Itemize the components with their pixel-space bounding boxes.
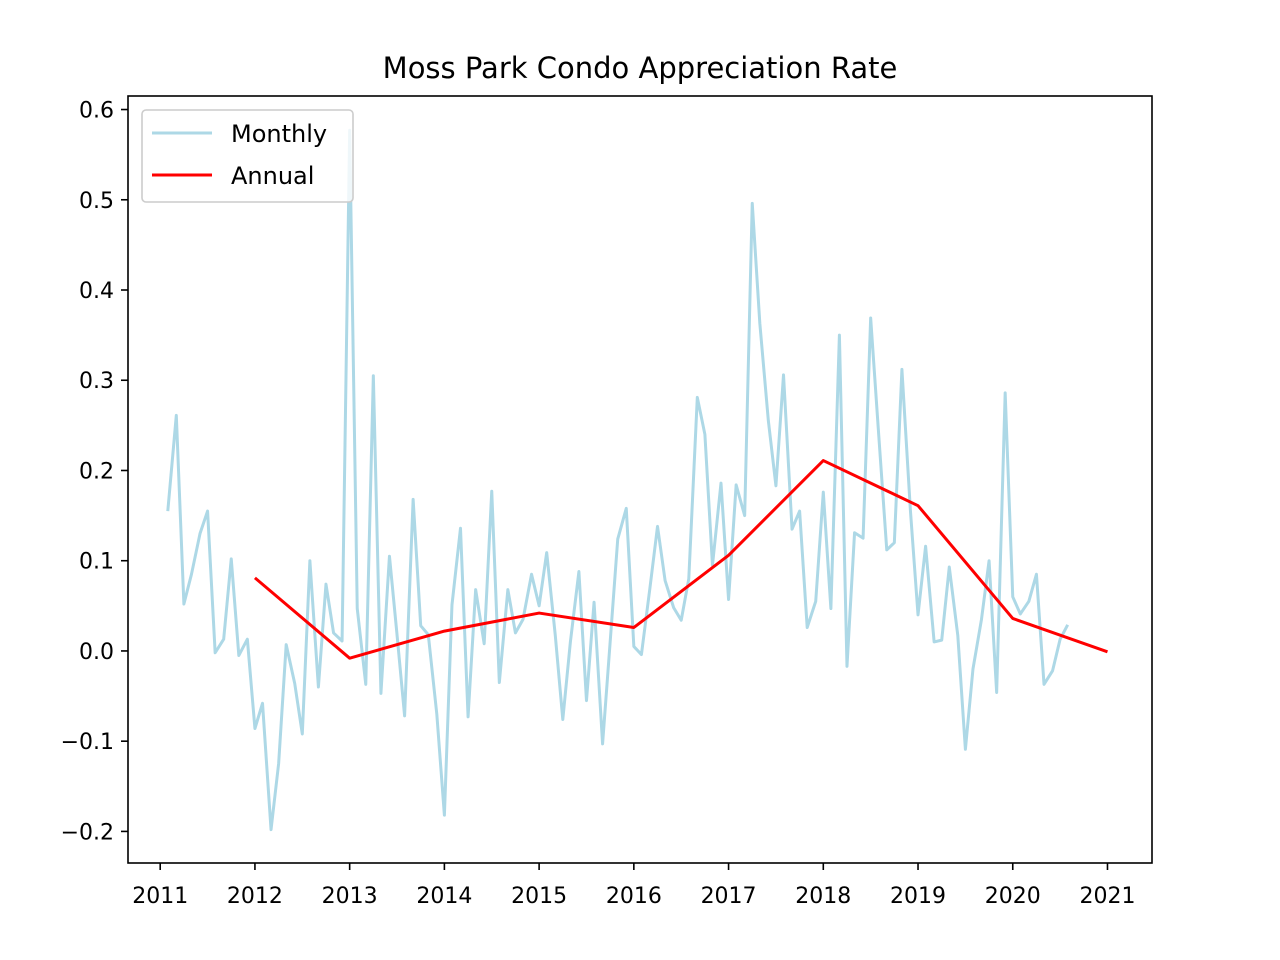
x-tick-label: 2019 bbox=[890, 884, 946, 909]
series-layer bbox=[166, 128, 1108, 832]
x-tick-label: 2013 bbox=[322, 884, 378, 909]
y-tick-label: 0.5 bbox=[79, 189, 114, 214]
x-tick-label: 2014 bbox=[416, 884, 472, 909]
x-tick-label: 2016 bbox=[606, 884, 662, 909]
x-tick-label: 2011 bbox=[132, 884, 188, 909]
y-tick-label: 0.0 bbox=[79, 640, 114, 665]
y-tick-label: 0.4 bbox=[79, 279, 114, 304]
legend-label: Monthly bbox=[231, 120, 327, 148]
legend-label: Annual bbox=[231, 162, 314, 190]
y-tick-label: 0.1 bbox=[79, 550, 114, 575]
axes-layer: 2011 2012 2013 2014 2015 2016 2017 2018 2019 2020… bbox=[61, 95, 1153, 909]
x-tick-label: 2021 bbox=[1079, 884, 1135, 909]
y-tick-label: 0.2 bbox=[79, 459, 114, 484]
series-line-monthly bbox=[166, 128, 1070, 832]
x-tick-label: 2018 bbox=[795, 884, 851, 909]
x-tick-label: 2017 bbox=[701, 884, 757, 909]
y-tick-label: 0.3 bbox=[79, 369, 114, 394]
chart-title: Moss Park Condo Appreciation Rate bbox=[383, 51, 898, 85]
x-tick-label: 2015 bbox=[511, 884, 567, 909]
y-tick-label: −0.1 bbox=[61, 730, 114, 755]
series-line-annual bbox=[253, 459, 1108, 660]
plot-frame bbox=[127, 95, 1153, 864]
legend: Monthly Annual bbox=[141, 109, 354, 203]
x-tick-label: 2020 bbox=[985, 884, 1041, 909]
y-tick-label: −0.2 bbox=[61, 820, 114, 845]
y-tick-label: 0.6 bbox=[79, 99, 114, 124]
x-tick-label: 2012 bbox=[227, 884, 283, 909]
